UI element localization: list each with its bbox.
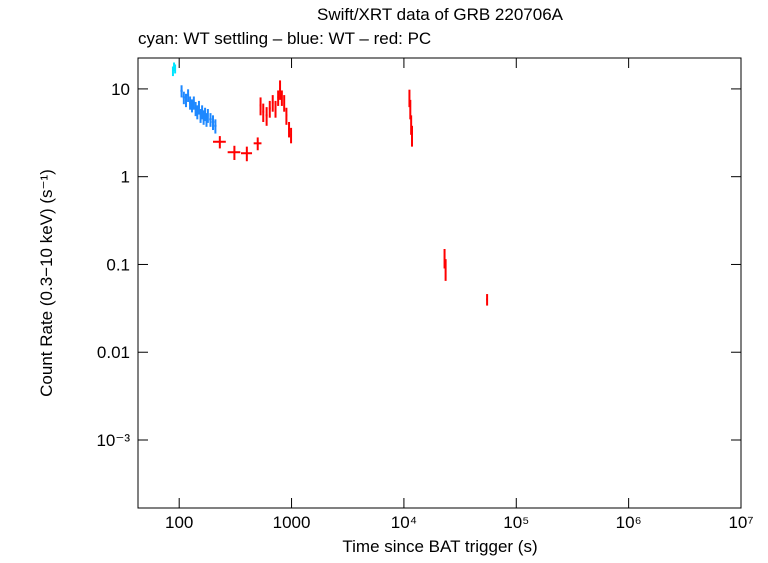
y-axis-label: Count Rate (0.3−10 keV) (s⁻¹) [37,169,56,397]
y-tick-label: 0.01 [97,343,130,362]
y-tick-label: 10⁻³ [96,431,130,450]
chart-title: Swift/XRT data of GRB 220706A [317,5,564,24]
x-tick-label: 100 [165,513,193,532]
y-tick-label: 0.1 [106,255,130,274]
plot-frame [137,57,742,509]
x-tick-label: 10⁵ [503,513,529,532]
x-tick-label: 10⁴ [391,513,417,532]
y-tick-label: 10 [111,80,130,99]
x-tick-label: 10⁶ [616,513,642,532]
x-tick-label: 1000 [273,513,311,532]
chart-subtitle: cyan: WT settling – blue: WT – red: PC [138,29,431,48]
x-axis-label: Time since BAT trigger (s) [342,537,537,556]
y-tick-label: 1 [121,168,130,187]
x-tick-label: 10⁷ [728,513,753,532]
